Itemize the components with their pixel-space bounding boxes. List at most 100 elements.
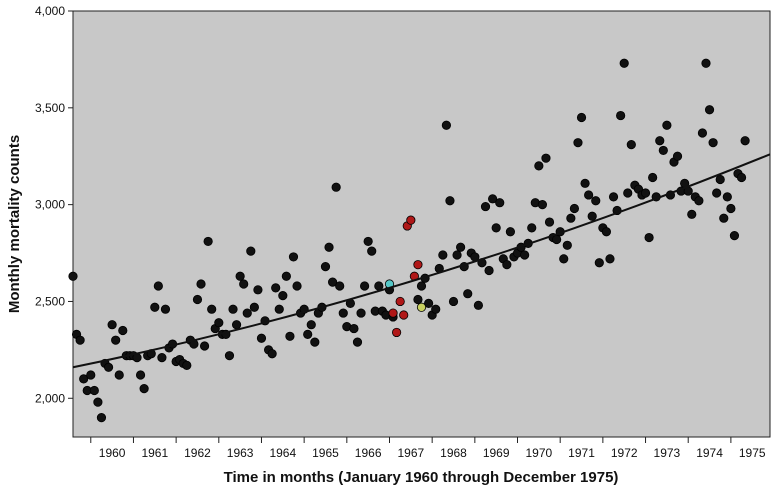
data-point: [484, 265, 494, 276]
x-tick-label: 1970: [526, 446, 553, 460]
data-point: [456, 242, 466, 252]
x-tick-label: 1972: [611, 446, 638, 460]
data-point: [367, 246, 377, 256]
data-point: [445, 196, 455, 206]
data-point: [495, 198, 505, 208]
data-point: [687, 209, 697, 219]
data-point: [349, 323, 359, 334]
data-point: [68, 271, 78, 281]
data-point: [534, 161, 544, 171]
data-point: [118, 325, 128, 336]
data-point: [395, 296, 405, 307]
data-point: [505, 227, 516, 237]
y-tick-label: 2,000: [35, 391, 65, 405]
data-point: [431, 304, 441, 314]
data-point: [473, 300, 483, 310]
data-point: [331, 182, 341, 192]
data-point: [441, 120, 451, 130]
data-point: [228, 304, 238, 314]
data-points: [68, 58, 750, 423]
x-tick-label: 1974: [696, 446, 723, 460]
data-point: [566, 213, 576, 223]
data-point: [537, 200, 548, 210]
data-point: [623, 188, 633, 198]
data-point: [256, 333, 267, 343]
data-point: [303, 329, 313, 339]
data-point: [424, 298, 434, 308]
y-tick-label: 4,000: [35, 4, 65, 18]
data-point: [715, 174, 725, 185]
data-point: [327, 277, 338, 287]
data-point: [559, 254, 569, 264]
x-tick-label: 1966: [355, 446, 382, 460]
x-tick-label: 1960: [99, 446, 126, 460]
data-point: [399, 310, 409, 320]
data-point: [157, 353, 167, 363]
data-point: [111, 335, 121, 345]
data-point: [392, 327, 402, 338]
data-point: [463, 289, 473, 299]
trend-curve: [72, 153, 771, 369]
data-point: [726, 203, 736, 214]
data-point: [271, 283, 281, 293]
data-point: [86, 370, 96, 380]
data-point: [658, 145, 668, 156]
x-tick-label: 1971: [568, 446, 595, 460]
x-tick-label: 1975: [739, 446, 766, 460]
data-point: [160, 304, 171, 314]
data-point: [335, 281, 345, 291]
data-point: [527, 223, 537, 233]
data-point: [224, 351, 235, 361]
data-point: [544, 217, 555, 227]
data-point: [413, 294, 423, 305]
data-point: [416, 302, 427, 312]
data-point: [374, 281, 384, 291]
data-point: [356, 308, 366, 318]
data-point: [712, 188, 722, 198]
data-point: [708, 138, 718, 148]
data-point: [729, 231, 740, 241]
y-tick-label: 3,000: [35, 198, 65, 212]
y-axis: 2,000 2,500 3,000 3,500 4,000: [35, 4, 73, 405]
data-point: [114, 370, 124, 380]
data-point: [182, 360, 192, 370]
data-point: [388, 308, 398, 318]
x-tick-label: 1968: [440, 446, 467, 460]
data-point: [480, 201, 491, 212]
data-point: [587, 211, 597, 221]
data-point: [694, 196, 704, 206]
data-point: [655, 136, 665, 146]
data-point: [569, 203, 580, 214]
x-tick-label: 1969: [483, 446, 510, 460]
data-point: [79, 374, 89, 384]
data-point: [192, 294, 203, 305]
data-point: [285, 331, 295, 341]
data-point: [662, 120, 672, 130]
data-point: [153, 281, 163, 291]
data-point: [594, 258, 604, 268]
data-point: [619, 58, 629, 68]
x-tick-label: 1973: [654, 446, 681, 460]
data-point: [207, 304, 217, 314]
data-point: [214, 318, 224, 328]
x-tick-label: 1962: [184, 446, 211, 460]
data-point: [406, 215, 416, 225]
data-point: [103, 362, 114, 372]
data-point: [196, 279, 206, 289]
data-point: [267, 349, 277, 359]
data-point: [644, 232, 654, 243]
x-tick-label: 1961: [141, 446, 168, 460]
data-point: [249, 302, 259, 312]
data-point: [242, 308, 252, 318]
data-point: [605, 254, 615, 264]
data-point: [310, 337, 320, 347]
data-point: [199, 341, 210, 351]
data-point: [491, 223, 501, 233]
data-point: [648, 172, 658, 183]
data-point: [235, 271, 245, 281]
data-point: [231, 320, 242, 330]
data-point: [292, 281, 302, 291]
x-axis: 1960 1961 1962 1963 1964 1965 1966 1967 1968 1969…: [90, 437, 766, 460]
data-point: [338, 308, 348, 318]
